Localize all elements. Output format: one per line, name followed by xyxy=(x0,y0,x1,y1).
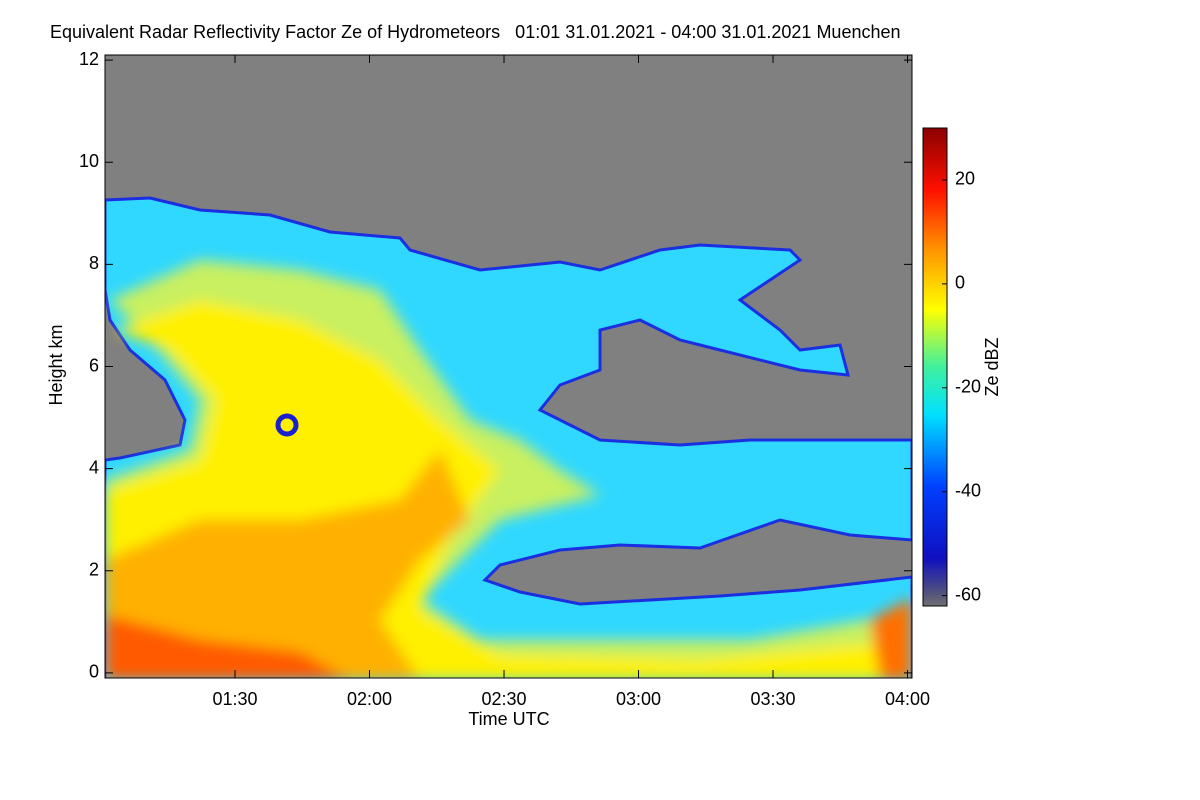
x-tick-label: 01:30 xyxy=(212,689,257,709)
x-axis-label: Time UTC xyxy=(468,709,549,729)
reflectivity-field xyxy=(105,55,912,678)
chart-title: Equivalent Radar Reflectivity Factor Ze … xyxy=(50,22,901,42)
x-tick-label: 03:30 xyxy=(750,689,795,709)
colorbar-tick-label: -60 xyxy=(955,584,981,604)
colorbar-tick-label: -40 xyxy=(955,480,981,500)
x-tick-label: 04:00 xyxy=(885,689,930,709)
x-tick-label: 02:30 xyxy=(481,689,526,709)
colorbar-tick-label: 0 xyxy=(955,273,965,293)
colorbar-label: Ze dBZ xyxy=(982,337,1002,396)
y-tick-label: 4 xyxy=(89,457,99,477)
y-tick-label: 0 xyxy=(89,662,99,682)
colorbar xyxy=(922,127,948,607)
x-tick-label: 02:00 xyxy=(347,689,392,709)
x-tick-label: 03:00 xyxy=(616,689,661,709)
y-tick-label: 6 xyxy=(89,355,99,375)
colorbar-tick-label: 20 xyxy=(955,169,975,189)
y-tick-label: 8 xyxy=(89,253,99,273)
y-tick-label: 12 xyxy=(79,49,99,69)
colorbar-tick-label: -20 xyxy=(955,377,981,397)
y-tick-label: 10 xyxy=(79,151,99,171)
y-axis-label: Height km xyxy=(46,324,66,405)
y-tick-label: 2 xyxy=(89,560,99,580)
